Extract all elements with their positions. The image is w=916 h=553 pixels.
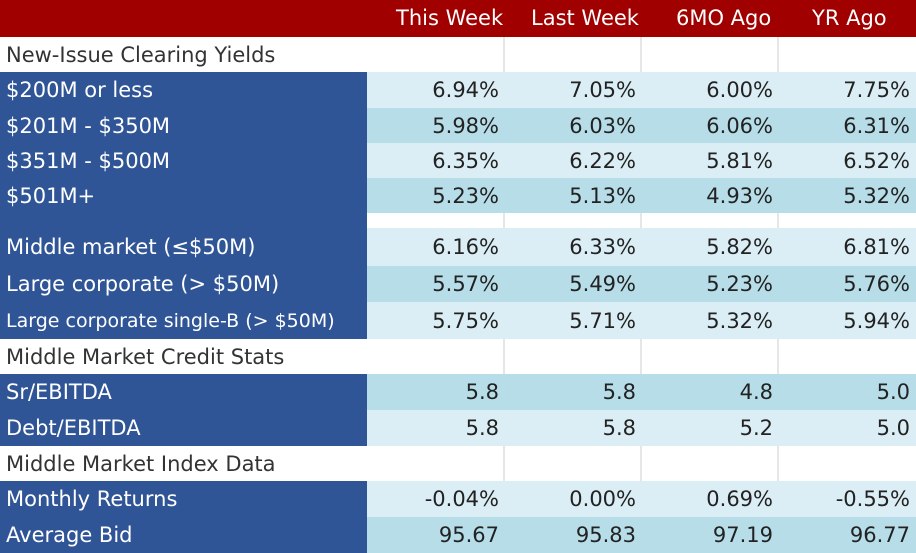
table-row: Middle market (≤$50M) 6.16% 6.33% 5.82% … [0, 228, 916, 266]
row-label: Large corporate (> $50M) [0, 266, 367, 302]
cell-this-week: 95.67 [367, 517, 505, 553]
table-row: $501M+ 5.23% 5.13% 4.93% 5.32% [0, 178, 916, 213]
row-label: $200M or less [0, 72, 367, 108]
section-row-index-data: Middle Market Index Data [0, 446, 916, 481]
cell-6mo-ago: 5.2 [642, 410, 779, 446]
row-label: $501M+ [0, 178, 367, 213]
cell-yr-ago: 5.0 [779, 410, 916, 446]
section-title: Middle Market Index Data [0, 446, 367, 481]
cell-last-week: 95.83 [505, 517, 642, 553]
cell-6mo-ago: 6.00% [642, 72, 779, 108]
header-this-week: This Week [396, 6, 504, 30]
cell-last-week: 5.8 [505, 374, 642, 410]
table-row: Monthly Returns -0.04% 0.00% 0.69% -0.55… [0, 481, 916, 517]
row-label: Middle market (≤$50M) [0, 228, 367, 266]
cell-6mo-ago: 4.93% [642, 178, 779, 213]
cell-yr-ago: 5.32% [779, 178, 916, 213]
cell-yr-ago: 5.94% [779, 302, 916, 339]
section-row-credit-stats: Middle Market Credit Stats [0, 339, 916, 374]
cell-last-week: 5.49% [505, 266, 642, 302]
header-row: This Week Last Week 6MO Ago YR Ago [0, 0, 916, 37]
cell-this-week: 5.8 [367, 410, 505, 446]
table-row: Average Bid 95.67 95.83 97.19 96.77 [0, 517, 916, 553]
row-label: Sr/EBITDA [0, 374, 367, 410]
cell-last-week: 7.05% [505, 72, 642, 108]
cell-yr-ago: 96.77 [779, 517, 916, 553]
header-6mo-ago: 6MO Ago [676, 6, 772, 30]
cell-last-week: 6.22% [505, 143, 642, 178]
cell-this-week: 6.35% [367, 143, 505, 178]
cell-yr-ago: 6.31% [779, 108, 916, 143]
cell-6mo-ago: 97.19 [642, 517, 779, 553]
cell-this-week: 5.23% [367, 178, 505, 213]
table-row: $351M - $500M 6.35% 6.22% 5.81% 6.52% [0, 143, 916, 178]
row-label: Average Bid [0, 517, 367, 553]
header-last-week: Last Week [531, 6, 639, 30]
table-row: Debt/EBITDA 5.8 5.8 5.2 5.0 [0, 410, 916, 446]
cell-last-week: 5.8 [505, 410, 642, 446]
table-row: Sr/EBITDA 5.8 5.8 4.8 5.0 [0, 374, 916, 410]
cell-6mo-ago: 5.82% [642, 228, 779, 266]
section-title: Middle Market Credit Stats [0, 339, 367, 374]
cell-6mo-ago: 5.23% [642, 266, 779, 302]
cell-this-week: -0.04% [367, 481, 505, 517]
cell-this-week: 5.75% [367, 302, 505, 339]
cell-6mo-ago: 5.81% [642, 143, 779, 178]
cell-this-week: 5.57% [367, 266, 505, 302]
row-label: Large corporate single-B (> $50M) [0, 302, 367, 339]
row-label: $351M - $500M [0, 143, 367, 178]
cell-6mo-ago: 5.32% [642, 302, 779, 339]
table-row: Large corporate (> $50M) 5.57% 5.49% 5.2… [0, 266, 916, 302]
cell-yr-ago: -0.55% [779, 481, 916, 517]
cell-last-week: 6.33% [505, 228, 642, 266]
cell-yr-ago: 6.81% [779, 228, 916, 266]
spacer-row [0, 213, 916, 228]
cell-6mo-ago: 0.69% [642, 481, 779, 517]
cell-yr-ago: 5.76% [779, 266, 916, 302]
cell-yr-ago: 5.0 [779, 374, 916, 410]
cell-this-week: 6.16% [367, 228, 505, 266]
row-label: Monthly Returns [0, 481, 367, 517]
cell-6mo-ago: 6.06% [642, 108, 779, 143]
cell-this-week: 6.94% [367, 72, 505, 108]
section-row-new-issue: New-Issue Clearing Yields [0, 37, 916, 72]
row-label: Debt/EBITDA [0, 410, 367, 446]
cell-last-week: 0.00% [505, 481, 642, 517]
cell-last-week: 5.13% [505, 178, 642, 213]
header-yr-ago: YR Ago [812, 6, 887, 30]
section-title: New-Issue Clearing Yields [0, 37, 367, 72]
cell-yr-ago: 7.75% [779, 72, 916, 108]
table-row: $200M or less 6.94% 7.05% 6.00% 7.75% [0, 72, 916, 108]
cell-6mo-ago: 4.8 [642, 374, 779, 410]
table-row: $201M - $350M 5.98% 6.03% 6.06% 6.31% [0, 108, 916, 143]
cell-this-week: 5.98% [367, 108, 505, 143]
row-label: $201M - $350M [0, 108, 367, 143]
cell-last-week: 5.71% [505, 302, 642, 339]
cell-yr-ago: 6.52% [779, 143, 916, 178]
cell-this-week: 5.8 [367, 374, 505, 410]
cell-last-week: 6.03% [505, 108, 642, 143]
table-row: Large corporate single-B (> $50M) 5.75% … [0, 302, 916, 339]
